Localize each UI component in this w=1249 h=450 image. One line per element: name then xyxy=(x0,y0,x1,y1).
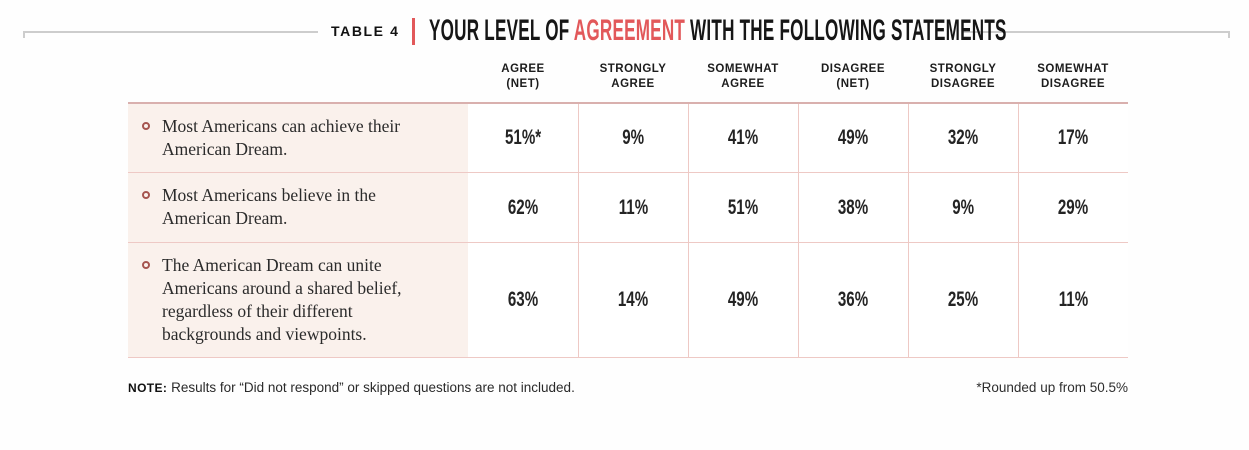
column-header-strongly-disagree: STRONGLY DISAGREE xyxy=(929,63,997,90)
heading-highlight: AGREEMENT xyxy=(573,14,685,47)
value-cell: 9% xyxy=(908,173,1018,242)
value-cell: 51%* xyxy=(468,104,578,172)
column-header-somewhat-disagree: SOMEWHAT DISAGREE xyxy=(1037,63,1109,90)
value-cell: 9% xyxy=(578,104,688,172)
bullet-icon xyxy=(142,261,150,269)
agreement-table: AGREE (NET) STRONGLY AGREE SOMEWHAT AGRE… xyxy=(128,62,1128,358)
column-header-strongly-agree: STRONGLY AGREE xyxy=(599,63,667,90)
figure-title: TABLE 4 YOUR LEVEL OF AGREEMENT WITH THE… xyxy=(331,14,1249,48)
table-row: Most Americans believe in the American D… xyxy=(128,173,1128,243)
figure-heading: YOUR LEVEL OF AGREEMENT WITH THE FOLLOWI… xyxy=(429,14,1007,48)
statement-cell: Most Americans believe in the American D… xyxy=(128,173,468,242)
value-cell: 49% xyxy=(688,243,798,357)
column-header-somewhat-agree: SOMEWHAT AGREE xyxy=(707,63,779,90)
rounding-footnote: *Rounded up from 50.5% xyxy=(976,380,1128,395)
value-cell: 49% xyxy=(798,104,908,172)
value-cell: 62% xyxy=(468,173,578,242)
value-cell: 25% xyxy=(908,243,1018,357)
heading-prefix: YOUR LEVEL OF xyxy=(428,14,574,47)
bullet-icon xyxy=(142,122,150,130)
value-cell: 14% xyxy=(578,243,688,357)
value-cell: 36% xyxy=(798,243,908,357)
value-cell: 11% xyxy=(578,173,688,242)
statement-cell: The American Dream can unite Americans a… xyxy=(128,243,468,357)
value-cell: 63% xyxy=(468,243,578,357)
column-header-agree-net: AGREE (NET) xyxy=(501,63,545,90)
note-label: NOTE: xyxy=(128,381,168,395)
statement-text: Most Americans believe in the American D… xyxy=(162,185,376,228)
statement-cell: Most Americans can achieve their America… xyxy=(128,104,468,172)
column-header-disagree-net: DISAGREE (NET) xyxy=(820,63,886,90)
note-text: Results for “Did not respond” or skipped… xyxy=(167,380,575,395)
value-cell: 38% xyxy=(798,173,908,242)
title-divider-bar xyxy=(411,17,415,45)
value-cell: 32% xyxy=(908,104,1018,172)
bullet-icon xyxy=(142,191,150,199)
right-bracket-rule xyxy=(963,31,1230,38)
footer-notes: NOTE: Results for “Did not respond” or s… xyxy=(128,380,1128,395)
value-cell: 29% xyxy=(1018,173,1128,242)
table-row: The American Dream can unite Americans a… xyxy=(128,243,1128,358)
table-number-kicker: TABLE 4 xyxy=(331,23,400,39)
value-cell: 17% xyxy=(1018,104,1128,172)
methodology-note: NOTE: Results for “Did not respond” or s… xyxy=(128,380,575,395)
value-cell: 11% xyxy=(1018,243,1128,357)
statement-text: The American Dream can unite Americans a… xyxy=(162,255,402,344)
value-cell: 51% xyxy=(688,173,798,242)
left-bracket-rule xyxy=(23,31,318,38)
table-header-row: AGREE (NET) STRONGLY AGREE SOMEWHAT AGRE… xyxy=(128,62,1128,104)
heading-suffix: WITH THE FOLLOWING STATEMENTS xyxy=(684,14,1007,47)
value-cell: 41% xyxy=(688,104,798,172)
statement-text: Most Americans can achieve their America… xyxy=(162,116,401,159)
table-row: Most Americans can achieve their America… xyxy=(128,104,1128,173)
